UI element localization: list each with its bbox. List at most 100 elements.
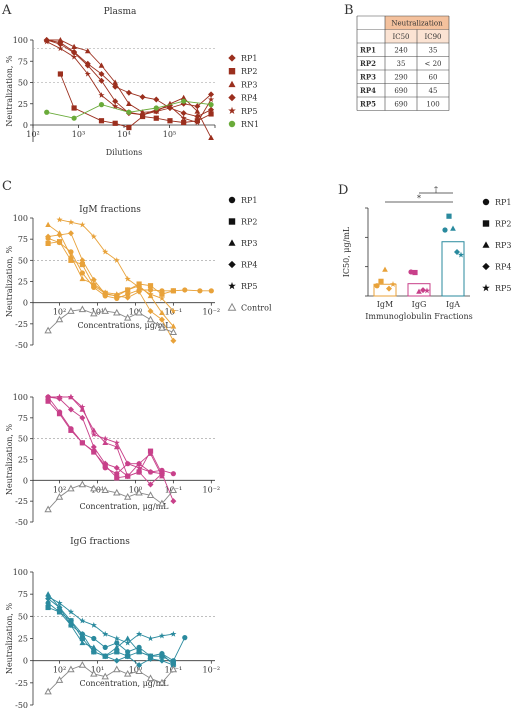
data-point-rp1 <box>208 106 215 113</box>
data-point-rp4 <box>102 653 109 660</box>
x-tick-label: 10⁻² <box>203 666 221 675</box>
y-tick-label: -50 <box>15 341 28 350</box>
category-label: IgA <box>446 300 460 309</box>
legend-label-rp2: RP2 <box>241 218 258 227</box>
y-tick-label: 25 <box>18 456 28 465</box>
legend-label-rp4: RP4 <box>241 261 258 270</box>
legend-marker-rp2 <box>482 220 490 227</box>
data-point-control <box>78 480 87 488</box>
bar-point-rp1 <box>408 269 414 275</box>
y-tick-label: 0 <box>23 121 28 130</box>
bar-point-rp2 <box>378 278 384 284</box>
panel-label-d: D <box>338 183 348 198</box>
category-label: IgG <box>412 300 427 309</box>
data-point-rp5 <box>207 96 215 103</box>
data-point-control <box>135 308 143 316</box>
data-point-rp1 <box>182 287 188 293</box>
data-point-rp2 <box>45 398 51 404</box>
data-point-rp5 <box>45 593 52 600</box>
data-point-rp1 <box>125 291 131 297</box>
data-point-rp3 <box>180 94 187 101</box>
bar-point-rp3 <box>416 288 422 294</box>
y-tick-label: 25 <box>18 278 28 287</box>
data-point-rp4 <box>56 231 63 238</box>
data-point-rp4 <box>158 657 165 664</box>
legend-marker-rp3 <box>228 80 236 88</box>
data-point-rp5 <box>166 103 174 109</box>
legend-marker-rp5 <box>228 282 236 290</box>
legend-bar: RP1 RP2 RP3 RP4 RP5 <box>482 198 512 293</box>
data-point-rp5 <box>136 284 143 291</box>
legend-label-rp1: RP1 <box>241 54 258 63</box>
x-axis-label: Concentration, μg/mL <box>79 679 169 688</box>
data-point-rp4 <box>124 294 131 301</box>
y-tick-label: 100 <box>13 214 28 223</box>
chart-title: Plasma <box>104 7 137 17</box>
series-line-rp3 <box>47 224 174 327</box>
table-cell-ic50: 290 <box>394 74 407 82</box>
x-tick-label: 10¹ <box>91 485 104 494</box>
data-point-rp5 <box>102 630 109 637</box>
data-point-rp1 <box>139 93 146 100</box>
data-point-rp4 <box>147 308 154 315</box>
data-point-control <box>67 665 75 673</box>
y-tick-label: -25 <box>15 679 28 688</box>
data-point-control <box>146 315 155 323</box>
data-point-rp1 <box>182 635 188 641</box>
legend-marker-control <box>227 302 237 311</box>
panel-label-b: B <box>344 3 354 18</box>
data-point-rp5 <box>90 621 97 628</box>
x-tick-label: 10⁰ <box>129 485 142 494</box>
data-point-rp1 <box>136 644 142 650</box>
data-point-rp5 <box>56 393 63 400</box>
data-point-rp5 <box>113 439 120 446</box>
data-point-rp4 <box>71 49 78 56</box>
y-axis-label: Neutralization, % <box>5 245 14 317</box>
data-point-rp3 <box>147 450 154 456</box>
data-point-rp1 <box>45 600 51 606</box>
data-point-rp3 <box>147 653 154 659</box>
y-tick-label: 100 <box>13 568 28 577</box>
data-point-control <box>78 305 87 313</box>
legend-label-rp1: RP1 <box>495 198 512 207</box>
panel-label-c: C <box>2 179 12 194</box>
table-cell-ic50: 690 <box>394 101 407 109</box>
data-point-rp5 <box>57 45 64 52</box>
legend-marker-rp2 <box>228 218 236 225</box>
data-point-control <box>123 669 132 677</box>
data-point-rp1 <box>197 288 203 294</box>
x-tick-label: 10¹ <box>91 666 104 675</box>
data-point-control <box>123 313 132 321</box>
data-point-rp2 <box>79 261 85 268</box>
data-point-rp2 <box>71 105 77 111</box>
data-point-rp3 <box>79 639 86 646</box>
data-point-rp5 <box>79 403 86 410</box>
data-point-control <box>90 669 98 677</box>
data-point-rp5 <box>158 470 166 477</box>
x-tick-label: 10⁻² <box>203 485 221 494</box>
data-point-rp2 <box>79 635 85 642</box>
legend-label-rp5: RP5 <box>241 107 258 116</box>
data-point-rn1 <box>126 109 132 115</box>
data-point-rp4 <box>102 291 109 298</box>
legend-fractions: RP1 RP2 RP3 RP4 RP5 Control <box>227 196 272 313</box>
y-axis-label: Neutralization, % <box>5 423 14 495</box>
y-tick-label: -50 <box>15 701 28 709</box>
data-point-rp3 <box>98 62 105 68</box>
data-point-rp4 <box>79 414 86 421</box>
legend-marker-rp4 <box>228 93 236 102</box>
x-tick-label: 10¹ <box>91 308 104 317</box>
data-point-rp5 <box>147 635 154 642</box>
legend-label-rn1: RN1 <box>241 120 259 129</box>
data-point-rp5 <box>170 307 177 314</box>
table-row-name: RP4 <box>360 86 376 95</box>
ic50-bar-chart: IC50, μg/mL IgM IgG IgA Immunoglobulin Fract… <box>342 185 473 321</box>
data-point-rp1 <box>147 287 154 293</box>
y-tick-label: 50 <box>18 79 28 88</box>
data-point-rp5 <box>112 103 119 109</box>
data-point-rp2 <box>45 604 51 611</box>
series-line-rp4 <box>48 396 174 502</box>
data-point-rp4 <box>113 464 120 471</box>
legend-marker-rp1 <box>482 198 490 206</box>
legend-label-rp5: RP5 <box>241 282 258 291</box>
